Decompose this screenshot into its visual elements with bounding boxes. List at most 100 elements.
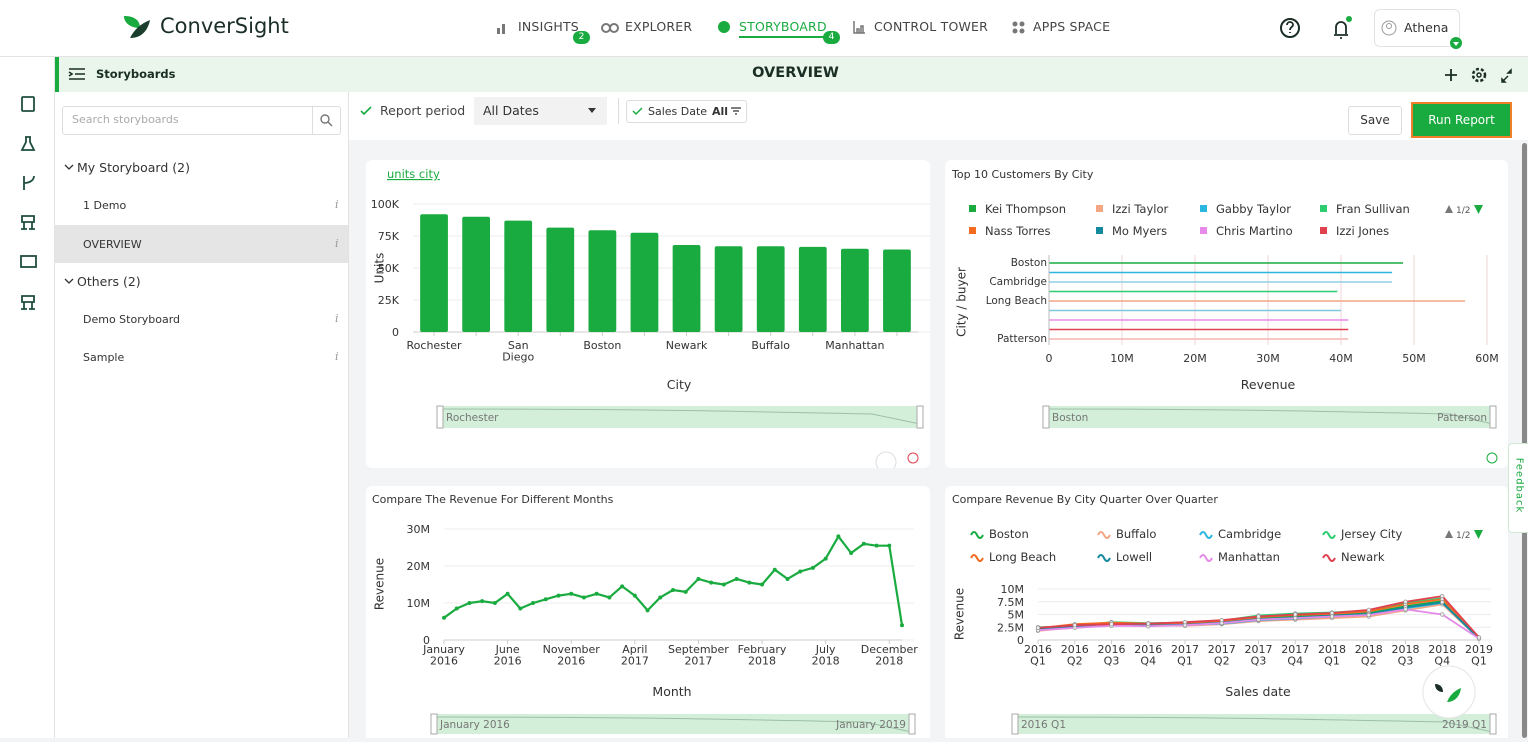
data-point <box>645 608 650 613</box>
storyboard-item[interactable]: 1 Demo <box>83 199 127 212</box>
bar <box>504 220 533 332</box>
bell-icon[interactable] <box>1334 21 1348 39</box>
x-tick-label: Buffalo <box>751 339 790 352</box>
x-tick-label: 2016 Q3 <box>1098 643 1126 668</box>
slider-handle[interactable] <box>1011 713 1019 735</box>
chip-value: All <box>712 105 729 118</box>
storyboard-item[interactable]: OVERVIEW <box>83 238 142 251</box>
nav-badge: 2 <box>573 31 590 44</box>
slider-label: January 2016 <box>439 719 510 731</box>
y-tick-label: 75K <box>378 230 400 243</box>
run-report-button[interactable]: Run Report <box>1411 102 1512 138</box>
save-button[interactable]: Save <box>1348 106 1402 135</box>
feedback-tab[interactable]: Feedback <box>1508 443 1528 533</box>
chat-button[interactable] <box>1421 664 1477 720</box>
lab-icon[interactable] <box>20 136 36 151</box>
nav-tab-active[interactable]: STORYBOARD <box>739 19 827 38</box>
storyboard-title: OVERVIEW <box>752 65 839 81</box>
data-point <box>518 606 523 611</box>
legend-swatch <box>1320 227 1327 234</box>
bar <box>714 246 743 332</box>
legend-label: Kei Thompson <box>985 202 1066 216</box>
x-tick-label: 2018 Q4 <box>1428 643 1456 668</box>
user-name: Athena <box>1404 20 1449 35</box>
x-tick-label: 2017 Q2 <box>1208 643 1236 668</box>
chart-card: Compare The Revenue For Different Months… <box>366 486 930 738</box>
group-label[interactable]: Others (2) <box>77 274 141 289</box>
data-point <box>594 591 599 596</box>
tree-icon[interactable] <box>21 215 35 230</box>
x-tick-label: November 2016 <box>543 643 601 668</box>
slider-handle[interactable] <box>436 405 444 429</box>
y-tick-label: 2.5M <box>997 621 1024 634</box>
user-menu[interactable]: Athena <box>1374 9 1462 49</box>
sidebar-toggle[interactable] <box>68 67 86 81</box>
tree-icon[interactable] <box>21 295 35 310</box>
legend-label: Buffalo <box>1116 527 1156 541</box>
legend-swatch <box>969 227 976 234</box>
data-point <box>810 565 815 570</box>
legend-label: Izzi Taylor <box>1112 202 1169 216</box>
data-point <box>1219 618 1224 623</box>
legend-label: Manhattan <box>1218 550 1280 564</box>
data-point <box>454 606 459 611</box>
y-tick-label: 100K <box>371 198 400 211</box>
data-point <box>1072 623 1077 628</box>
nav-tab[interactable]: APPS SPACE <box>1033 19 1111 34</box>
info-icon <box>1486 452 1498 464</box>
section-label: Storyboards <box>96 67 176 81</box>
data-point <box>849 551 854 556</box>
slider-handle[interactable] <box>1042 405 1050 429</box>
settings-icon[interactable] <box>1471 67 1487 83</box>
range-slider <box>434 714 912 734</box>
sub-header: Storyboards OVERVIEW <box>55 57 1528 92</box>
slider-shadow <box>1045 408 1494 425</box>
y-tick-label: 25K <box>378 294 400 307</box>
sales-date-chip[interactable]: Sales Date All <box>626 100 747 123</box>
report-icon[interactable] <box>21 96 35 112</box>
slider-handle[interactable] <box>916 405 924 429</box>
chart-title: Compare The Revenue For Different Months <box>372 493 614 506</box>
slider-handle[interactable] <box>908 713 916 735</box>
data-point <box>772 567 777 572</box>
tower-icon <box>853 21 865 34</box>
search-placeholder: Search storyboards <box>72 113 179 126</box>
legend-pager: 1/2 <box>1456 206 1470 216</box>
insights-icon <box>497 24 505 34</box>
legend-swatch <box>1096 227 1103 234</box>
branch-icon[interactable] <box>23 175 35 190</box>
nav-tab[interactable]: EXPLORER <box>625 19 693 34</box>
period-select[interactable]: All Dates <box>474 97 607 125</box>
add-icon[interactable] <box>1445 69 1457 81</box>
data-point <box>581 595 586 600</box>
storyboard-item[interactable]: Sample <box>83 351 125 364</box>
slider-handle[interactable] <box>1489 713 1497 735</box>
x-tick-label: 2016 Q2 <box>1061 643 1089 668</box>
data-point <box>569 591 574 596</box>
y-tick-label: 50K <box>378 262 400 275</box>
group-label[interactable]: My Storyboard (2) <box>77 160 190 175</box>
y-tick-label: 5M <box>1008 609 1025 622</box>
legend-swatch <box>1097 531 1111 539</box>
chart-card: Compare Revenue By City Quarter Over Qua… <box>945 486 1508 738</box>
expand-icon[interactable] <box>1501 68 1512 83</box>
slider-handle[interactable] <box>430 713 438 735</box>
data-point <box>747 580 752 585</box>
slider-handle[interactable] <box>1489 405 1497 429</box>
data-point <box>1109 622 1114 627</box>
search-box[interactable]: Search storyboards <box>62 106 341 135</box>
slider-label: Boston <box>1052 412 1088 424</box>
storyboard-item[interactable]: Demo Storyboard <box>83 313 181 326</box>
selected-row <box>55 225 348 263</box>
help-icon[interactable] <box>1280 18 1300 38</box>
nav-tab[interactable]: INSIGHTS <box>518 19 579 34</box>
bar <box>546 227 575 332</box>
legend-label: Long Beach <box>989 550 1056 564</box>
screen-icon[interactable] <box>20 255 37 268</box>
bar <box>798 246 827 332</box>
legend-swatch <box>1200 227 1207 234</box>
data-point <box>836 534 841 539</box>
nav-tab[interactable]: CONTROL TOWER <box>874 19 989 34</box>
x-tick-label: 2018 Q1 <box>1318 643 1346 668</box>
y-tick-label: 0 <box>1017 634 1024 647</box>
